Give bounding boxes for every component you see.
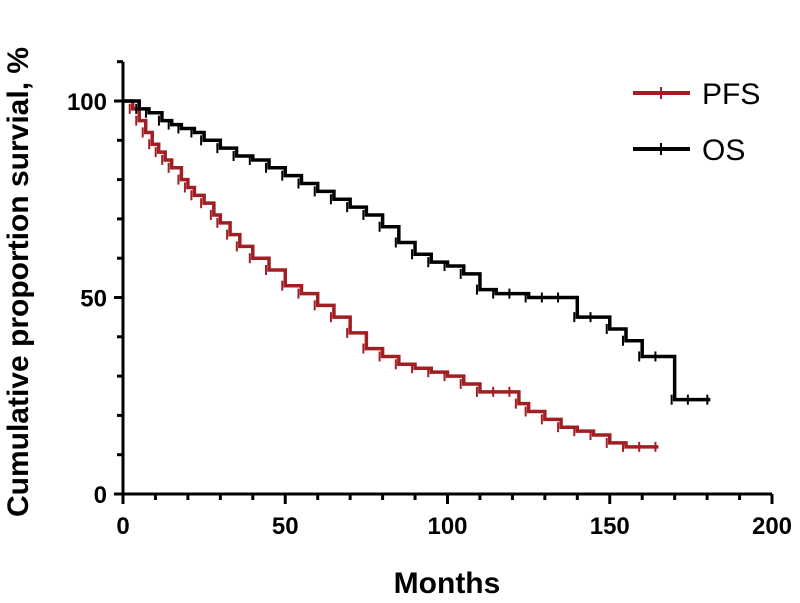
y-tick-label: 100 xyxy=(67,89,107,116)
series-layer xyxy=(123,99,711,452)
x-tick-label: 150 xyxy=(590,513,630,540)
legend-label-pfs: PFS xyxy=(702,78,760,111)
axes: 0 50 100 0 50 100 150 200 xyxy=(67,60,792,540)
x-tick-label: 0 xyxy=(116,513,129,540)
y-tick-label: 0 xyxy=(94,482,107,509)
y-tick-label: 50 xyxy=(80,286,107,313)
x-axis-title: Months xyxy=(394,567,501,600)
x-tick-label: 200 xyxy=(752,513,792,540)
x-tick-label: 50 xyxy=(272,513,299,540)
series-line-pfs xyxy=(123,99,659,449)
y-axis-title: Cumulative proportion survial, % xyxy=(2,47,35,517)
legend-label-os: OS xyxy=(702,134,745,167)
x-tick-label: 100 xyxy=(427,513,467,540)
legend: PFS OS xyxy=(633,78,760,167)
series-line-os xyxy=(123,99,711,402)
